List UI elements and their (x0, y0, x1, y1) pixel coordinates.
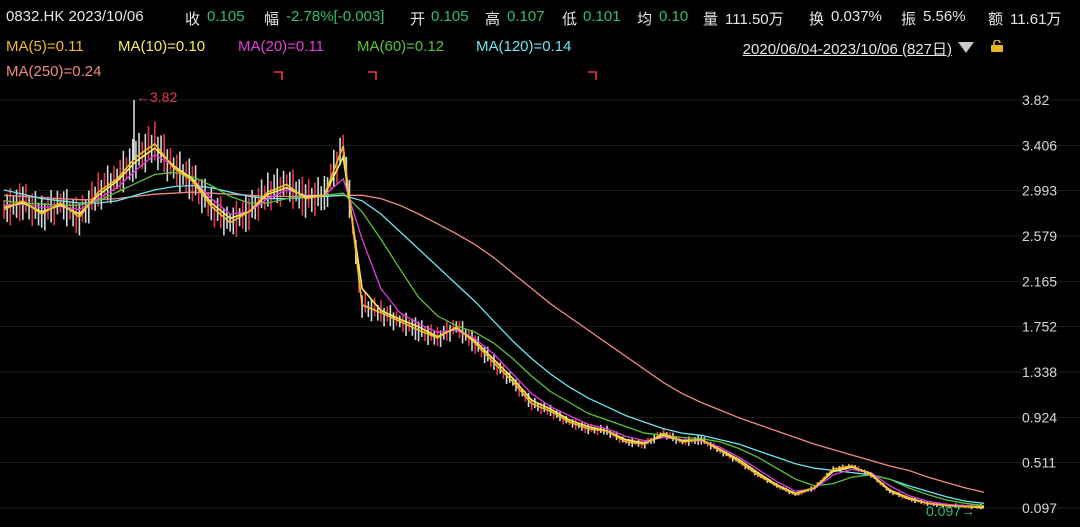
amplitude-value: 5.56% (923, 8, 966, 25)
amount-value: 11.61万 (1010, 11, 1062, 28)
volume-label: 量 (703, 11, 719, 28)
corner-marker (588, 71, 597, 80)
y-tick-label: 0.924 (1022, 409, 1057, 425)
legend-ma250: MA(250)=0.24 (6, 63, 102, 80)
y-tick-label: 0.097 (1022, 500, 1057, 516)
y-tick-label: 3.406 (1022, 137, 1057, 153)
avg-value: 0.10 (659, 8, 689, 25)
y-tick-label: 1.752 (1022, 319, 1057, 335)
y-tick-label: 2.579 (1022, 228, 1057, 244)
turnover-value: 0.037% (831, 8, 882, 25)
series-line-ma250 (3, 191, 985, 493)
series-line-ma10 (3, 147, 985, 509)
avg-label: 均 (637, 11, 653, 28)
y-tick-label: 2.165 (1022, 273, 1057, 289)
legend-ma5: MA(5)=0.11 (6, 38, 84, 55)
date-range-selector[interactable]: 2020/06/04-2023/10/06 (827日) (742, 41, 952, 58)
corner-marker (274, 71, 283, 80)
legend-ma120: MA(120)=0.14 (476, 38, 572, 55)
legend-ma20: MA(20)=0.11 (238, 38, 325, 55)
open-label: 开 (410, 11, 426, 28)
low-label: 低 (562, 11, 578, 28)
range-value: -2.78%[-0.003] (286, 8, 385, 25)
y-tick-label: 1.338 (1022, 364, 1057, 380)
high-annotation: ←3.82 (136, 89, 177, 105)
series-line-ma5 (3, 142, 984, 508)
series-line-ma20 (3, 154, 985, 508)
high-label: 高 (485, 11, 501, 28)
amount-label: 额 (988, 11, 1004, 28)
high-value: 0.107 (507, 8, 545, 25)
series-line-ma60 (3, 171, 985, 507)
corner-marker (368, 71, 377, 80)
close-label: 收 (185, 11, 201, 28)
open-value: 0.105 (431, 8, 469, 25)
last-price-annotation: 0.097→ (926, 503, 975, 519)
legend-ma60: MA(60)=0.12 (357, 38, 445, 55)
lock-icon[interactable] (990, 40, 1004, 52)
quote-header: 0832.HK 2023/10/06 收 0.105 幅 -2.78%[-0.0… (0, 0, 1080, 34)
volume-value: 111.50万 (725, 11, 784, 28)
turnover-label: 换 (809, 11, 825, 28)
stock-code-date: 0832.HK 2023/10/06 (6, 8, 144, 25)
series-line-ma120 (3, 184, 985, 504)
dropdown-triangle-icon[interactable] (958, 42, 974, 53)
y-tick-label: 0.511 (1022, 455, 1056, 471)
amplitude-label: 振 (901, 11, 917, 28)
close-value: 0.105 (207, 8, 245, 25)
legend-ma10: MA(10)=0.10 (118, 38, 206, 55)
y-tick-label: 3.82 (1022, 92, 1049, 108)
range-label: 幅 (264, 11, 280, 28)
y-tick-label: 2.993 (1022, 183, 1057, 199)
low-value: 0.101 (583, 8, 621, 25)
